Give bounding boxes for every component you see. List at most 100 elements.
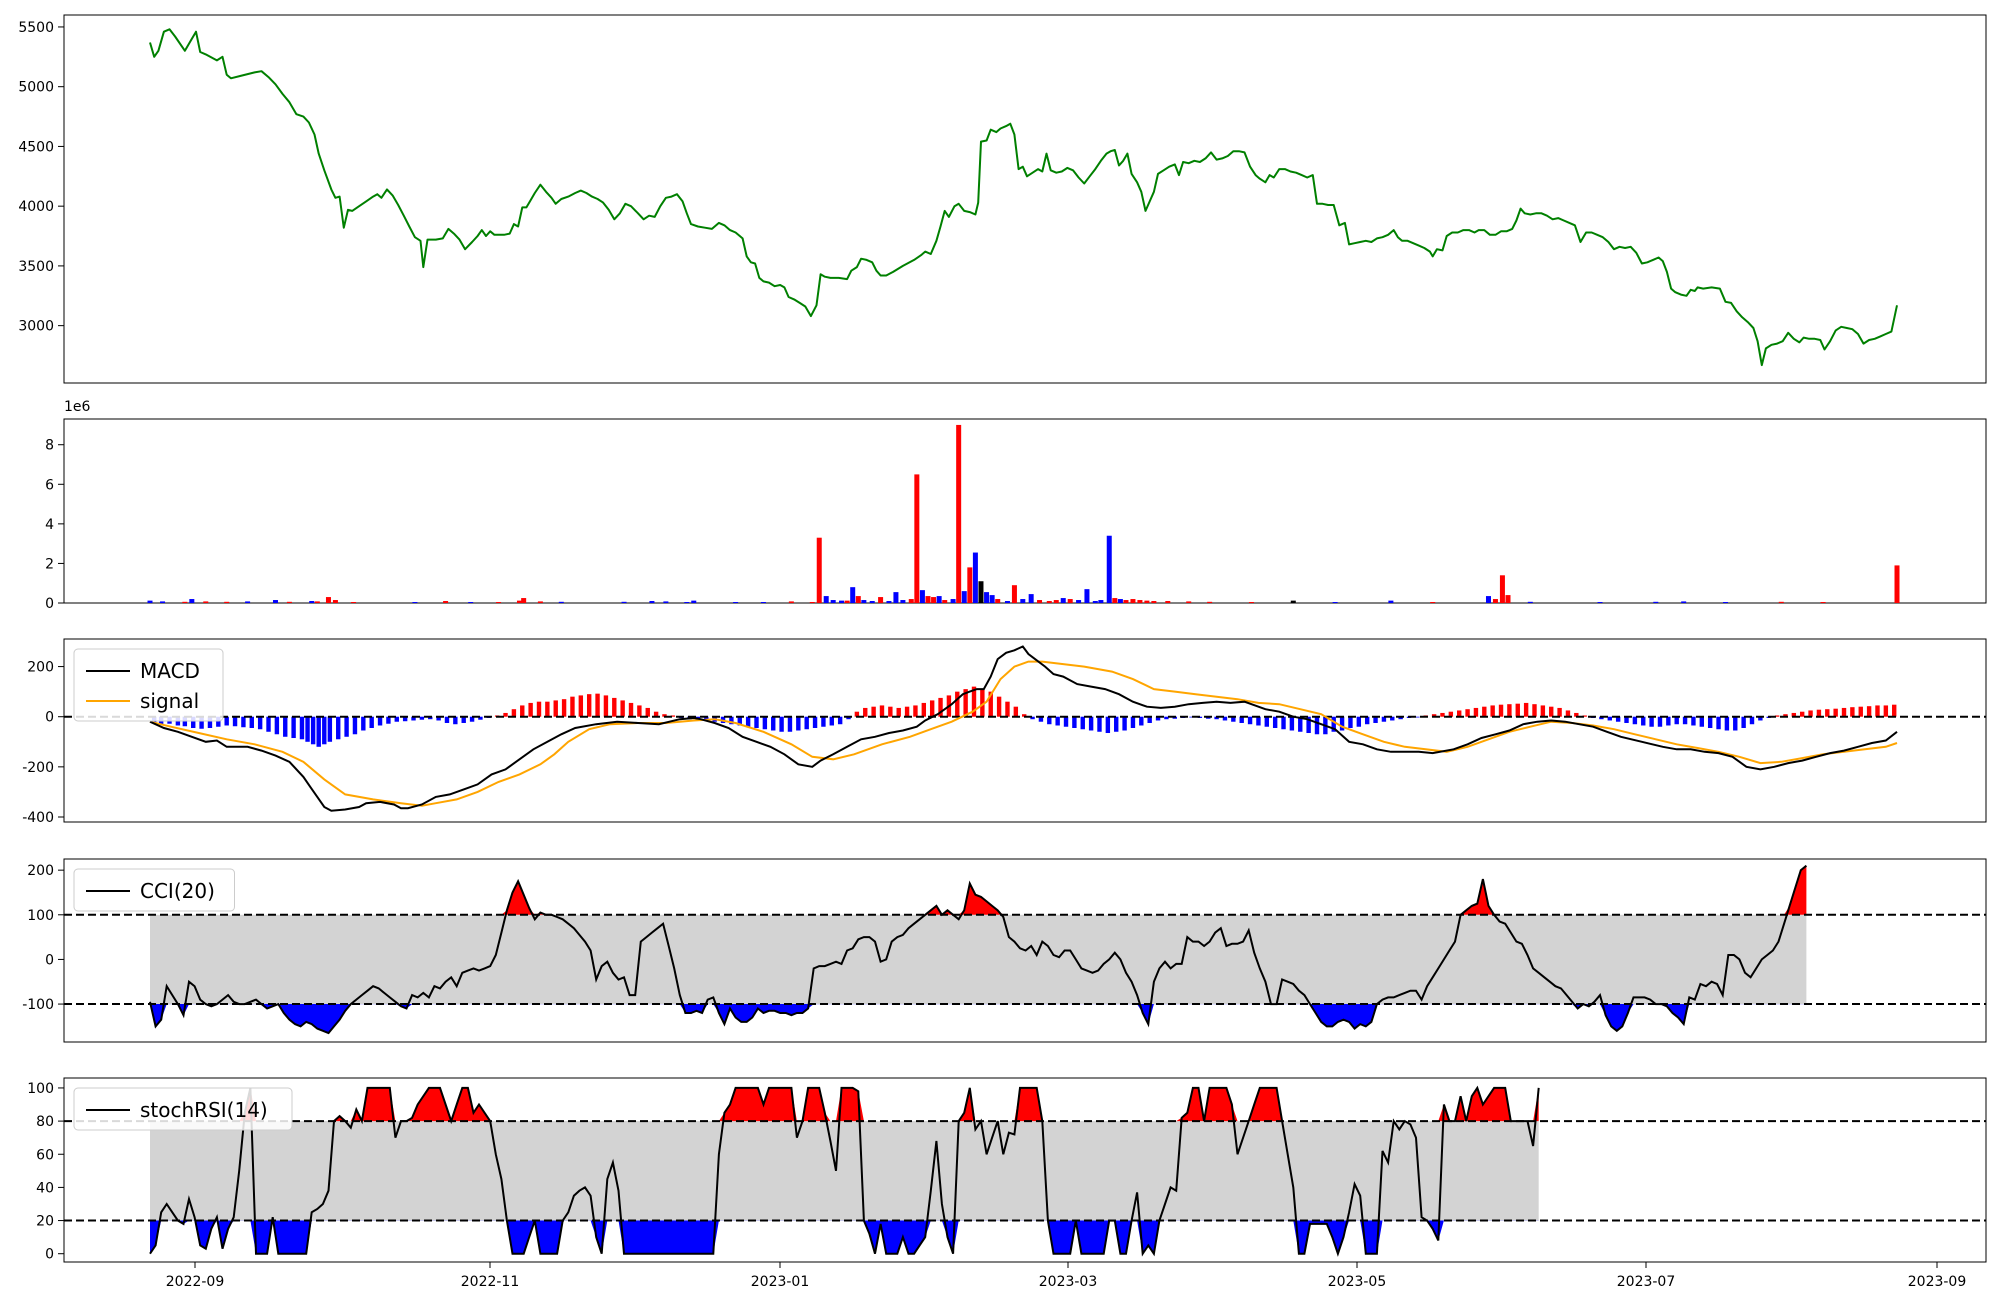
volume-bar bbox=[1092, 601, 1098, 603]
macd-histogram-bar bbox=[503, 712, 508, 717]
macd-histogram-bar bbox=[411, 716, 416, 721]
macd-histogram-bar bbox=[1272, 716, 1278, 728]
macd-histogram-bar bbox=[1231, 716, 1236, 722]
macd-histogram-bar bbox=[1373, 716, 1378, 723]
macd-histogram-bar bbox=[224, 716, 229, 726]
macd-histogram-bar bbox=[511, 709, 517, 717]
volume-bar bbox=[1123, 600, 1129, 603]
volume-bar bbox=[1028, 594, 1034, 603]
macd-histogram-bar bbox=[1264, 716, 1269, 727]
xtick-label: 2022-11 bbox=[461, 1274, 520, 1290]
macd-histogram-bar bbox=[1733, 716, 1738, 731]
macd-panel-frame bbox=[63, 638, 1987, 823]
macd-histogram-bar bbox=[1607, 716, 1612, 721]
macd-histogram-bar bbox=[1348, 716, 1353, 728]
cci-neutral-band bbox=[150, 914, 1807, 1005]
macd-histogram-bar bbox=[316, 716, 321, 747]
macd-histogram-bar bbox=[1599, 716, 1604, 720]
macd-histogram-bar bbox=[921, 702, 927, 717]
macd-histogram-bar bbox=[1875, 705, 1880, 717]
volume-bar bbox=[760, 602, 766, 604]
macd-histogram-bar bbox=[1615, 716, 1621, 722]
macd-histogram-bar bbox=[1825, 709, 1830, 717]
macd-histogram-bar bbox=[1415, 716, 1420, 718]
price-line bbox=[149, 28, 1898, 367]
macd-histogram-bar bbox=[879, 705, 885, 717]
macd-histogram-bar bbox=[1364, 716, 1370, 725]
volume-bar bbox=[1207, 601, 1213, 603]
volume-bar bbox=[1117, 599, 1123, 603]
signal-line bbox=[149, 660, 1898, 807]
macd-histogram-bar bbox=[1682, 716, 1688, 725]
volume-bar bbox=[182, 601, 188, 603]
macd-histogram-bar bbox=[913, 705, 918, 717]
volume-ytick-label: 8 bbox=[45, 438, 54, 454]
volume-bar bbox=[1388, 600, 1394, 603]
stochrsi-ytick-label: 40 bbox=[36, 1180, 54, 1196]
volume-bar bbox=[978, 581, 984, 603]
macd-histogram-bar bbox=[1063, 716, 1069, 727]
xtick-label: 2023-03 bbox=[1039, 1274, 1098, 1290]
macd-histogram-bar bbox=[971, 686, 977, 717]
volume-bar bbox=[314, 601, 320, 603]
macd-histogram-bar bbox=[1582, 715, 1587, 717]
macd-histogram-bar bbox=[779, 716, 784, 732]
macd-histogram-bar bbox=[1716, 716, 1721, 730]
price-ytick-label: 4500 bbox=[18, 139, 54, 155]
volume-bar bbox=[925, 596, 931, 603]
macd-histogram-bar bbox=[1306, 716, 1311, 734]
volume-bar bbox=[1011, 585, 1017, 603]
macd-histogram-bar bbox=[369, 716, 374, 728]
macd-histogram-bar bbox=[1507, 704, 1512, 717]
volume-bar bbox=[1430, 602, 1436, 604]
macd-histogram-bar bbox=[662, 714, 667, 717]
macd-legend-label: signal bbox=[140, 689, 199, 713]
macd-histogram-bar bbox=[1557, 707, 1562, 717]
macd-histogram-bar bbox=[299, 716, 305, 740]
macd-histogram-bar bbox=[478, 716, 483, 720]
volume-bar bbox=[900, 600, 906, 603]
volume-bar bbox=[521, 598, 527, 603]
macd-histogram-bar bbox=[745, 716, 751, 727]
macd-histogram-bar bbox=[1866, 706, 1872, 717]
macd-histogram-bar bbox=[980, 689, 985, 717]
macd-histogram-bar bbox=[1440, 712, 1445, 717]
macd-histogram-bar bbox=[1147, 716, 1152, 723]
volume-bar bbox=[147, 600, 153, 603]
macd-histogram-bar bbox=[361, 716, 366, 731]
volume-bar bbox=[816, 537, 822, 603]
price-ytick-label: 5000 bbox=[18, 80, 54, 96]
macd-histogram-bar bbox=[520, 705, 525, 717]
cci-legend-label: CCI(20) bbox=[140, 879, 215, 903]
macd-legend: MACD signal bbox=[73, 648, 224, 722]
volume-ytick-label: 4 bbox=[45, 517, 54, 533]
macd-histogram-bar bbox=[1214, 716, 1219, 720]
macd-histogram-bar bbox=[1490, 705, 1495, 717]
macd-histogram-bar bbox=[645, 707, 650, 717]
volume-bar bbox=[1505, 595, 1511, 603]
macd-histogram-bar bbox=[829, 716, 834, 726]
macd-histogram-bar bbox=[274, 716, 280, 735]
macd-histogram-bar bbox=[1381, 716, 1387, 722]
macd-ytick-label: 200 bbox=[27, 660, 54, 676]
macd-histogram-bar bbox=[1632, 716, 1638, 725]
volume-bar bbox=[621, 601, 627, 603]
macd-histogram-bar bbox=[637, 705, 642, 717]
stochrsi-legend: stochRSI(14) bbox=[73, 1087, 293, 1131]
volume-bar bbox=[412, 602, 418, 604]
macd-histogram-bar bbox=[1339, 716, 1345, 731]
volume-bar bbox=[942, 600, 948, 603]
macd-histogram-bar bbox=[1448, 711, 1454, 717]
macd-histogram-bar bbox=[402, 716, 408, 722]
macd-histogram-bar bbox=[1088, 716, 1094, 731]
xtick-label: 2023-05 bbox=[1328, 1274, 1387, 1290]
macd-histogram-bar bbox=[336, 716, 341, 740]
volume-bar bbox=[160, 601, 166, 603]
macd-histogram-bar bbox=[620, 700, 625, 717]
macd-histogram-bar bbox=[553, 700, 558, 717]
macd-histogram-bar bbox=[428, 716, 433, 720]
macd-histogram-bar bbox=[888, 706, 893, 717]
volume-bar bbox=[869, 601, 875, 603]
macd-histogram-bar bbox=[1498, 704, 1504, 717]
macd-histogram-bar bbox=[436, 716, 441, 721]
